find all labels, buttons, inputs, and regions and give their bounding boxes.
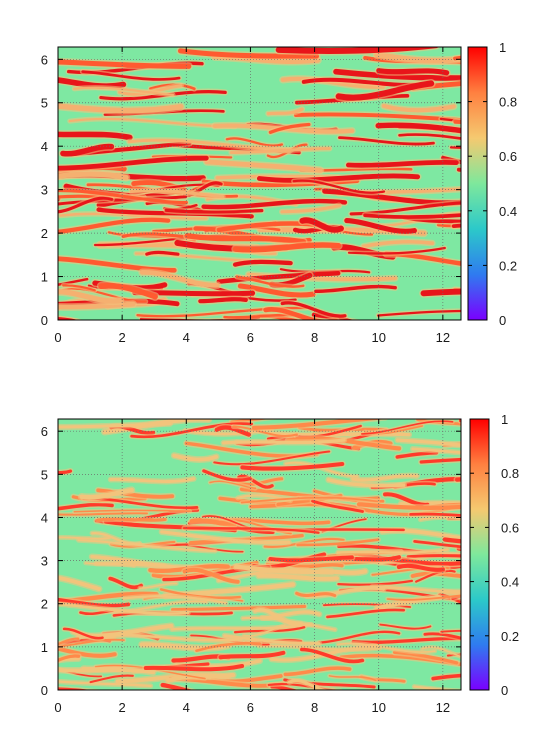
x-tick-label: 2 [119,700,126,715]
colorbar-tick-label: 0.6 [499,149,517,164]
heatmap-field [58,419,461,690]
y-tick-label: 3 [41,183,48,198]
colorbar-tick-label: 1 [501,412,508,427]
x-tick-label: 0 [54,330,61,345]
x-tick-label: 8 [311,330,318,345]
x-tick-label: 12 [436,330,450,345]
colorbar: 0 0.2 0.4 0.6 0.8 1 [467,40,517,328]
colorbar-tick-label: 0 [501,683,508,698]
colorbar-tick-label: 1 [499,40,506,55]
colorbar-gradient [467,46,488,321]
y-tick-label: 6 [41,52,48,67]
x-tick-label: 4 [183,700,190,715]
heatmap-field [58,47,461,320]
y-tick-label: 4 [41,139,48,154]
y-tick-label: 0 [41,313,48,328]
plot-frame [57,418,462,691]
colorbar-tick-label: 0.8 [499,95,517,110]
colorbar-tick-label: 0.2 [499,258,517,273]
grid [58,419,461,690]
x-tick-label: 4 [183,330,190,345]
grid [58,47,461,320]
y-tick-label: 2 [41,226,48,241]
y-tick-label: 4 [41,510,48,525]
y-tick-label: 1 [41,270,48,285]
y-tick-label: 1 [41,640,48,655]
plot-frame [57,46,462,321]
y-tick-label: 2 [41,597,48,612]
colorbar-tick-label: 0.6 [501,520,519,535]
colorbar-tick-label: 0 [499,313,506,328]
x-tick-label: 6 [247,330,254,345]
y-tick-label: 3 [41,554,48,569]
x-tick-label: 8 [311,700,318,715]
x-tick-label: 10 [371,330,385,345]
colorbar-tick-label: 0.4 [499,204,517,219]
x-tick-label: 12 [436,700,450,715]
x-tick-label: 2 [119,330,126,345]
x-tick-label: 6 [247,700,254,715]
x-tick-label: 10 [371,700,385,715]
colorbar-tick-label: 0.8 [501,466,519,481]
colorbar-gradient [469,418,490,691]
y-tick-label: 0 [41,683,48,698]
colorbar-tick-label: 0.2 [501,629,519,644]
colorbar: 0 0.2 0.4 0.6 0.8 1 [469,412,519,698]
x-tick-label: 0 [54,700,61,715]
y-tick-label: 5 [41,467,48,482]
colorbar-tick-label: 0.4 [501,575,519,590]
y-tick-label: 6 [41,424,48,439]
y-tick-label: 5 [41,96,48,111]
